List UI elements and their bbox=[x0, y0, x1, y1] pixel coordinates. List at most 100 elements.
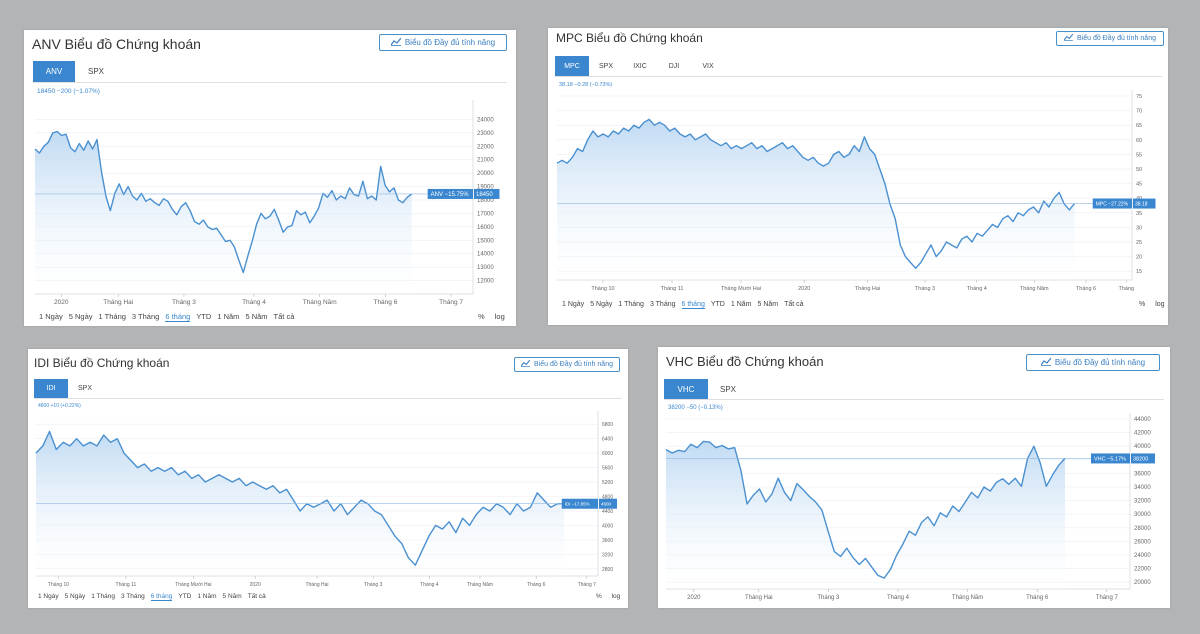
tab-spx[interactable]: SPX bbox=[598, 62, 613, 70]
tab-spx[interactable]: SPX bbox=[77, 385, 92, 392]
data-point bbox=[278, 220, 279, 221]
range-ytd[interactable]: YTD bbox=[710, 301, 725, 308]
tab-idi[interactable]: IDI bbox=[34, 379, 68, 398]
y-tick-label: 35 bbox=[1136, 211, 1142, 217]
data-point bbox=[703, 441, 704, 442]
data-point bbox=[247, 256, 248, 257]
data-point bbox=[1023, 215, 1024, 216]
chart-line-icon bbox=[1040, 357, 1052, 368]
percent-toggle[interactable]: % bbox=[478, 312, 485, 321]
log-toggle[interactable]: log bbox=[611, 593, 621, 600]
data-point bbox=[920, 262, 921, 263]
chart-line-icon bbox=[390, 37, 402, 48]
data-point bbox=[895, 218, 896, 219]
range-3-month[interactable]: 3 Tháng bbox=[120, 593, 145, 600]
tab-ixic[interactable]: IXIC bbox=[633, 62, 647, 70]
price-chart: 15202530354045505560657075Tháng 10Tháng … bbox=[556, 82, 1156, 292]
range-1-year[interactable]: 1 Năm bbox=[197, 593, 217, 600]
range-1-year[interactable]: 1 Năm bbox=[217, 312, 240, 321]
percent-toggle[interactable]: % bbox=[1139, 301, 1146, 308]
range-ytd[interactable]: YTD bbox=[178, 593, 192, 600]
y-tick-label: 22000 bbox=[1134, 567, 1151, 573]
data-point bbox=[659, 122, 660, 123]
tab-vix[interactable]: VIX bbox=[702, 62, 714, 70]
full-chart-button[interactable]: Biểu đồ Đầy đủ tính năng bbox=[514, 357, 620, 372]
data-point bbox=[946, 241, 947, 242]
full-chart-button[interactable]: Biểu đồ Đầy đủ tính năng bbox=[1026, 354, 1160, 371]
range-1-day[interactable]: 1 Ngày bbox=[562, 301, 585, 308]
range-1-month[interactable]: 1 Tháng bbox=[98, 312, 126, 321]
range-5-day[interactable]: 5 Ngày bbox=[590, 301, 613, 308]
x-tick-label: Tháng Năm bbox=[1020, 286, 1049, 292]
range-6-month[interactable]: 6 tháng bbox=[150, 593, 173, 601]
percent-toggle[interactable]: % bbox=[596, 593, 602, 600]
tab-mpc[interactable]: MPC bbox=[555, 56, 589, 76]
log-toggle[interactable]: log bbox=[1155, 301, 1165, 308]
price-tag-label: ANV −15.75% bbox=[431, 192, 470, 198]
symbol-tabs: IDI SPX bbox=[34, 379, 622, 399]
data-point bbox=[672, 452, 673, 453]
data-point bbox=[990, 490, 991, 491]
data-point bbox=[728, 448, 729, 449]
range-6-month[interactable]: 6 tháng bbox=[681, 301, 705, 309]
data-point bbox=[996, 482, 997, 483]
x-tick-label: Tháng Năm bbox=[952, 595, 983, 601]
range-ytd[interactable]: YTD bbox=[196, 312, 212, 321]
data-point bbox=[327, 197, 328, 198]
y-tick-label: 21000 bbox=[477, 158, 494, 164]
data-point bbox=[360, 500, 361, 501]
x-tick-label: Tháng 4 bbox=[242, 299, 266, 306]
range-1-year[interactable]: 1 Năm bbox=[730, 301, 752, 308]
data-point bbox=[697, 447, 698, 448]
data-point bbox=[117, 438, 118, 439]
data-point bbox=[734, 447, 735, 448]
range-1-day[interactable]: 1 Ngày bbox=[39, 312, 63, 321]
quote-text: 18450 −200 (−1.07%) bbox=[37, 88, 100, 95]
range-3-month[interactable]: 3 Tháng bbox=[131, 312, 160, 321]
tab-dji[interactable]: DJI bbox=[668, 62, 680, 70]
x-tick-label: Tháng 3 bbox=[172, 299, 196, 306]
data-point bbox=[176, 214, 177, 215]
range-6-month[interactable]: 6 tháng bbox=[165, 312, 191, 322]
range-5-year[interactable]: 5 Năm bbox=[757, 301, 779, 308]
range-5-year[interactable]: 5 Năm bbox=[222, 593, 242, 600]
range-5-day[interactable]: 5 Ngày bbox=[64, 593, 86, 600]
data-point bbox=[198, 474, 199, 475]
x-tick-label: Tháng 4 bbox=[420, 582, 439, 588]
tab-spx[interactable]: SPX bbox=[87, 67, 104, 76]
data-point bbox=[828, 163, 829, 164]
y-tick-label: 2800 bbox=[602, 567, 613, 573]
data-point bbox=[971, 241, 972, 242]
range-5-year[interactable]: 5 Năm bbox=[245, 312, 268, 321]
data-point bbox=[834, 551, 835, 552]
range-all[interactable]: Tất cả bbox=[273, 312, 295, 321]
data-point bbox=[784, 492, 785, 493]
tab-anv[interactable]: ANV bbox=[33, 61, 75, 82]
data-point bbox=[608, 136, 609, 137]
range-all[interactable]: Tất cả bbox=[247, 593, 266, 600]
y-tick-label: 6000 bbox=[602, 451, 613, 457]
log-toggle[interactable]: log bbox=[494, 312, 505, 321]
x-tick-label: Tháng 6 bbox=[527, 582, 546, 588]
range-1-day[interactable]: 1 Ngày bbox=[38, 593, 59, 600]
range-1-month[interactable]: 1 Tháng bbox=[91, 593, 115, 600]
range-3-month[interactable]: 3 Tháng bbox=[649, 301, 676, 308]
data-point bbox=[79, 143, 80, 144]
range-all[interactable]: Tất cả bbox=[784, 301, 804, 308]
tab-spx[interactable]: SPX bbox=[719, 384, 736, 394]
data-point bbox=[435, 525, 436, 526]
full-chart-button[interactable]: Biểu đồ Đầy đủ tính năng bbox=[1056, 31, 1164, 46]
full-chart-button[interactable]: Biểu đồ Đầy đủ tính năng bbox=[379, 34, 507, 51]
data-point bbox=[846, 548, 847, 549]
range-1-month[interactable]: 1 Tháng bbox=[618, 301, 644, 308]
data-point bbox=[340, 195, 341, 196]
tab-vhc[interactable]: VHC bbox=[664, 379, 708, 399]
range-5-day[interactable]: 5 Ngày bbox=[68, 312, 93, 321]
data-point bbox=[178, 474, 179, 475]
data-point bbox=[374, 510, 375, 511]
series-area bbox=[557, 119, 1075, 281]
y-tick-label: 32000 bbox=[1134, 499, 1151, 505]
data-point bbox=[42, 445, 43, 446]
data-point bbox=[958, 511, 959, 512]
data-point bbox=[239, 478, 240, 479]
